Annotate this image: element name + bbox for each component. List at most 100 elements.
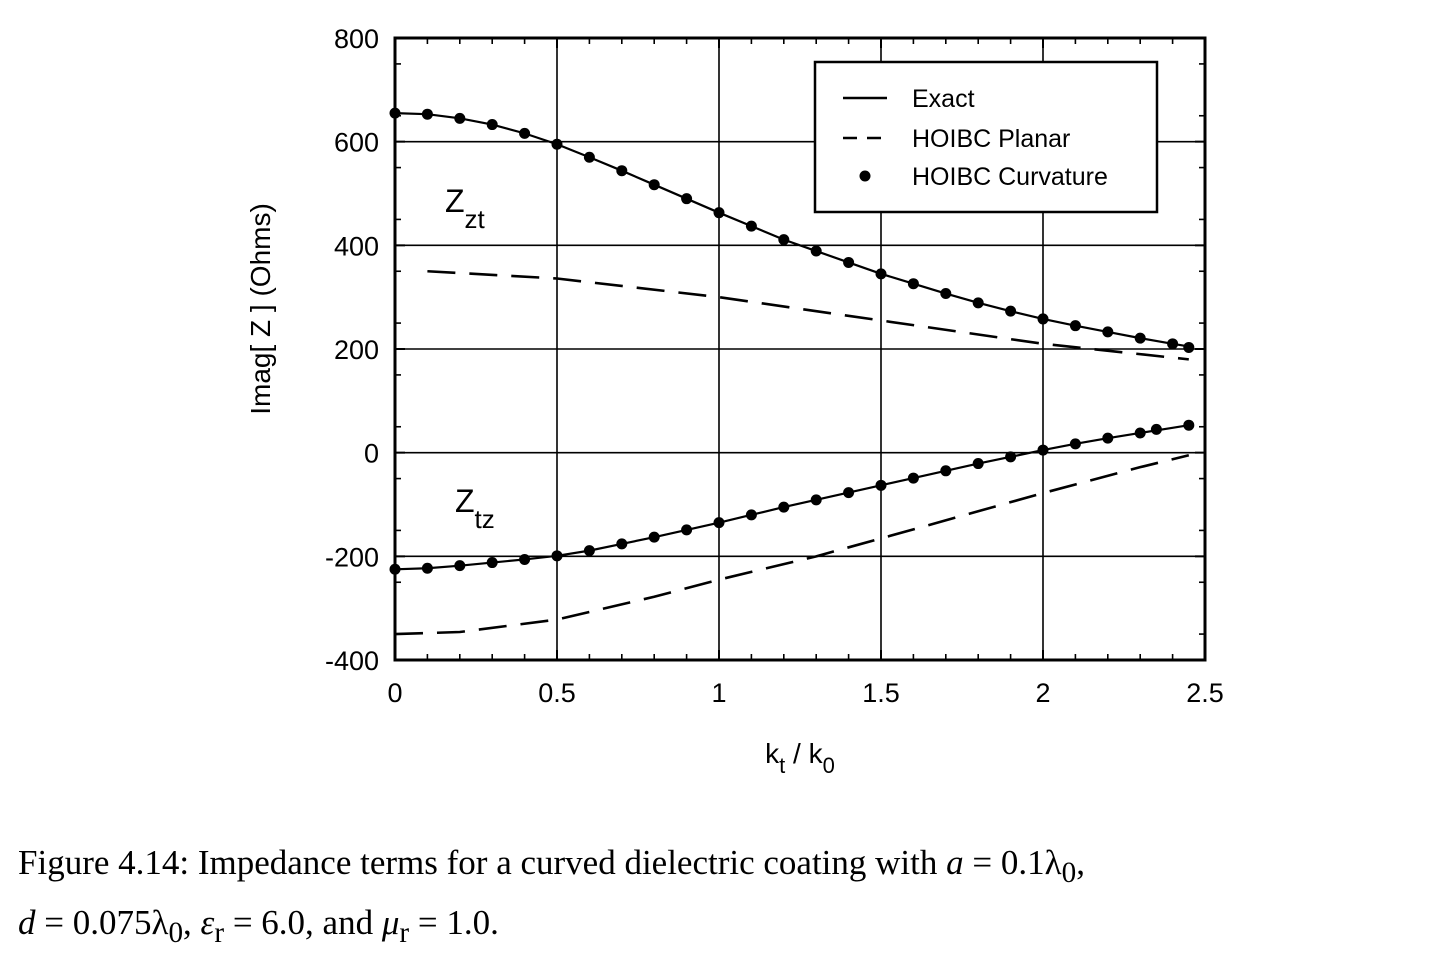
data-point bbox=[421, 108, 433, 120]
x-tick-label: 1 bbox=[711, 678, 726, 708]
series-line bbox=[427, 269, 1189, 361]
figure-caption: Figure 4.14: Impedance terms for a curve… bbox=[18, 843, 1085, 949]
x-tick-label: 2 bbox=[1035, 678, 1050, 708]
data-point bbox=[907, 278, 919, 290]
y-tick-label: 800 bbox=[334, 24, 379, 54]
x-axis-label: kt / k0 bbox=[765, 738, 835, 778]
data-point bbox=[1037, 313, 1049, 325]
series-line bbox=[394, 453, 1190, 636]
data-point bbox=[583, 151, 595, 163]
y-tick-label: 0 bbox=[364, 439, 379, 469]
annotation-main: Z bbox=[445, 183, 465, 219]
legend-label: HOIBC Curvature bbox=[912, 163, 1108, 191]
y-axis-label: Imag[ Z ] (Ohms) bbox=[245, 203, 276, 415]
x-tick-label: 0.5 bbox=[538, 678, 576, 708]
data-point bbox=[648, 531, 660, 543]
legend-label: HOIBC Planar bbox=[912, 125, 1070, 153]
data-point bbox=[681, 193, 693, 205]
data-point bbox=[745, 220, 757, 232]
data-point bbox=[1183, 419, 1195, 431]
data-point bbox=[616, 165, 628, 177]
data-point bbox=[745, 509, 757, 521]
series-layer bbox=[389, 107, 1195, 636]
annotation-main: Z bbox=[455, 483, 475, 519]
data-point bbox=[940, 288, 952, 300]
caption-mu: μ bbox=[381, 903, 400, 942]
data-point bbox=[810, 494, 822, 506]
caption-eps: ε bbox=[200, 903, 215, 942]
y-tick-label: 400 bbox=[334, 231, 379, 261]
data-point bbox=[1005, 451, 1017, 463]
caption-d-sub: 0 bbox=[168, 917, 184, 949]
data-point bbox=[843, 256, 855, 268]
data-point bbox=[551, 550, 563, 562]
data-point bbox=[1069, 320, 1081, 332]
curve-annotation: Ztz bbox=[455, 483, 495, 534]
data-point bbox=[1150, 423, 1162, 435]
data-point bbox=[454, 560, 466, 572]
annotation-sub: zt bbox=[465, 204, 486, 234]
data-point bbox=[1183, 341, 1195, 353]
data-point bbox=[778, 501, 790, 513]
legend: Exact HOIBC Planar HOIBC Curvature bbox=[813, 60, 1159, 214]
data-point bbox=[1037, 444, 1049, 456]
caption-mu-sub: r bbox=[399, 917, 410, 949]
data-point bbox=[843, 487, 855, 499]
caption-d-value: = 0.075λ bbox=[35, 903, 169, 942]
data-point bbox=[875, 479, 887, 491]
caption-a-sub: 0 bbox=[1061, 857, 1077, 889]
data-point bbox=[1005, 305, 1017, 317]
data-point bbox=[875, 268, 887, 280]
caption-eps-sub: r bbox=[214, 917, 225, 949]
series-line bbox=[394, 424, 1189, 571]
data-point bbox=[519, 127, 531, 139]
y-tick-label: -200 bbox=[325, 542, 379, 572]
caption-eps-value: = 6.0, and bbox=[224, 903, 382, 942]
caption-mu-value: = 1.0. bbox=[409, 903, 499, 942]
caption-a: a bbox=[946, 843, 964, 882]
y-tick-label: -400 bbox=[325, 646, 379, 676]
legend-swatch-curvature bbox=[859, 170, 871, 182]
x-label-slash-k: / k bbox=[785, 738, 823, 769]
x-label-sub-t: t bbox=[779, 753, 785, 778]
data-point bbox=[616, 538, 628, 550]
data-point bbox=[972, 458, 984, 470]
data-point bbox=[1134, 427, 1146, 439]
caption-prefix: Figure 4.14: Impedance terms for a curve… bbox=[18, 843, 938, 882]
data-point bbox=[713, 207, 725, 219]
data-point bbox=[713, 517, 725, 529]
data-point bbox=[1134, 332, 1146, 344]
data-point bbox=[1167, 338, 1179, 350]
annotation-sub: tz bbox=[475, 504, 495, 534]
data-point bbox=[519, 553, 531, 565]
data-point bbox=[551, 138, 563, 150]
x-tick-label: 2.5 bbox=[1186, 678, 1224, 708]
data-point bbox=[1069, 438, 1081, 450]
data-point bbox=[1102, 432, 1114, 444]
curve-annotation: Zzt bbox=[445, 183, 486, 234]
data-point bbox=[940, 465, 952, 477]
data-point bbox=[810, 245, 822, 257]
data-point bbox=[486, 557, 498, 569]
caption-d: d bbox=[18, 903, 36, 942]
caption-a-value: = 0.1λ bbox=[963, 843, 1062, 882]
x-tick-label: 0 bbox=[387, 678, 402, 708]
data-point bbox=[454, 112, 466, 124]
x-label-sub-0: 0 bbox=[823, 753, 835, 778]
data-point bbox=[421, 562, 433, 574]
data-point bbox=[1102, 326, 1114, 338]
data-point bbox=[681, 524, 693, 536]
series-line bbox=[394, 112, 1189, 348]
data-point bbox=[778, 234, 790, 246]
data-point bbox=[486, 119, 498, 131]
data-point bbox=[583, 545, 595, 557]
x-label-k: k bbox=[765, 738, 780, 769]
data-point bbox=[907, 472, 919, 484]
x-tick-label: 1.5 bbox=[862, 678, 900, 708]
data-point bbox=[972, 297, 984, 309]
y-tick-label: 200 bbox=[334, 335, 379, 365]
data-point bbox=[648, 179, 660, 191]
